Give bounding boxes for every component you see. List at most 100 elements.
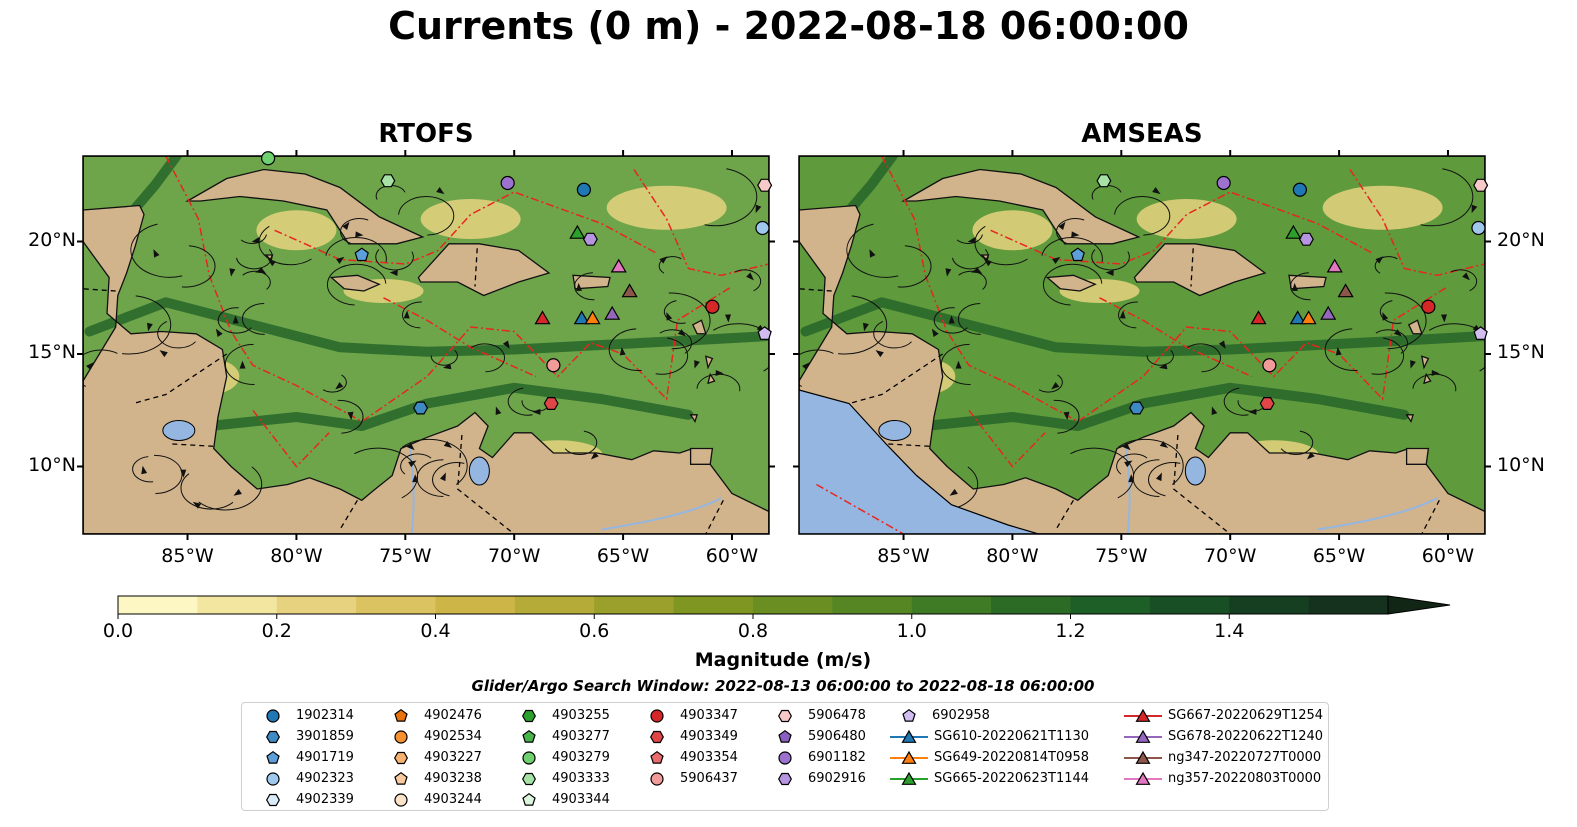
colorbar-tick-label: 1.0	[896, 620, 927, 642]
pentagon-marker-icon	[266, 750, 280, 764]
observation-marker[interactable]	[380, 174, 396, 188]
observation-marker[interactable]	[1471, 220, 1486, 236]
lon-tick-label: 85°W	[161, 545, 214, 567]
legend-label: 5906478	[808, 708, 866, 723]
observation-marker[interactable]	[584, 310, 601, 325]
observation-marker[interactable]	[1250, 310, 1267, 325]
triangle-marker-icon	[1124, 729, 1162, 743]
observation-marker[interactable]	[1216, 175, 1231, 191]
observation-marker[interactable]	[534, 310, 551, 325]
hexagon-marker-icon	[778, 709, 792, 723]
legend-entry: 6902916	[764, 768, 1004, 789]
hexagon-marker-icon	[266, 730, 280, 744]
colorbar-segment	[753, 596, 833, 614]
legend-entry: 4903333	[508, 768, 748, 789]
observation-marker[interactable]	[1421, 299, 1436, 314]
legend-entry: 4903344	[508, 789, 748, 810]
observation-marker[interactable]	[1262, 358, 1277, 373]
observation-marker[interactable]	[500, 175, 515, 191]
hexagon-marker-icon	[266, 793, 280, 807]
legend-entry: 4902323	[252, 768, 492, 789]
observation-marker[interactable]	[1129, 401, 1145, 415]
lat-tick-label-left: 10°N	[28, 453, 76, 476]
legend-label: 4903354	[680, 750, 738, 765]
legend-entry: 6901182	[764, 747, 1004, 768]
legend-label: SG610-20220621T1130	[934, 729, 1090, 744]
observation-marker[interactable]	[1320, 305, 1337, 320]
colorbar-segment	[356, 596, 436, 614]
observation-marker[interactable]	[1070, 247, 1085, 262]
colorbar-tick-label: 0.6	[579, 620, 610, 642]
legend: 1902314 3901859 4901719 4902323 4902339 49024…	[241, 702, 1329, 811]
observation-marker[interactable]	[1096, 174, 1112, 188]
pentagon-marker-icon	[394, 708, 408, 722]
observation-marker[interactable]	[610, 258, 627, 273]
observation-marker[interactable]	[1289, 310, 1306, 325]
legend-label: 4902339	[296, 792, 354, 807]
colorbar-segment	[276, 596, 357, 614]
observation-marker[interactable]	[582, 232, 598, 246]
legend-label: 6901182	[808, 750, 866, 765]
legend-entry: 4902476	[380, 705, 620, 726]
legend-label: 5906480	[808, 729, 866, 744]
legend-label: 6902958	[932, 708, 990, 723]
circle-marker-icon	[778, 751, 792, 765]
legend-entry: 4903227	[380, 747, 620, 768]
observation-marker[interactable]	[261, 151, 276, 166]
lon-tick-label: 80°W	[986, 545, 1039, 567]
observation-marker[interactable]	[569, 224, 586, 239]
page-title: Currents (0 m) - 2022-08-18 06:00:00	[388, 4, 1189, 48]
triangle-marker-icon	[1124, 750, 1162, 764]
legend-entry: SG678-20220622T1240	[1122, 726, 1362, 747]
circle-marker-icon	[650, 709, 664, 723]
observation-marker[interactable]	[1298, 232, 1314, 246]
legend-label: 4903277	[552, 729, 610, 744]
observation-marker[interactable]	[1285, 224, 1302, 239]
observation-marker[interactable]	[1337, 283, 1354, 298]
map-panel-amseas[interactable]	[0, 0, 1577, 600]
legend-label: SG649-20220814T0958	[934, 750, 1090, 765]
lon-tick-label: 75°W	[379, 545, 432, 567]
triangle-marker-icon	[1124, 708, 1162, 722]
legend-label: 4902476	[424, 708, 482, 723]
observation-marker[interactable]	[573, 310, 590, 325]
colorbar-segment	[1308, 596, 1389, 614]
colorbar-segment	[991, 596, 1071, 614]
observation-marker[interactable]	[1473, 326, 1488, 340]
observation-marker[interactable]	[1259, 397, 1275, 410]
legend-entry: 4903279	[508, 747, 748, 768]
search-window-caption: Glider/Argo Search Window: 2022-08-13 06…	[471, 677, 1095, 695]
legend-entry: 4903244	[380, 789, 620, 810]
observation-marker[interactable]	[546, 358, 561, 373]
colorbar	[117, 595, 1451, 619]
observation-marker[interactable]	[1292, 182, 1307, 197]
observation-marker[interactable]	[621, 283, 638, 298]
legend-label: 4903344	[552, 792, 610, 807]
legend-label: 6902916	[808, 771, 866, 786]
lon-tick-label: 65°W	[1312, 545, 1366, 567]
observation-marker[interactable]	[1300, 310, 1317, 325]
colorbar-segment	[832, 596, 913, 614]
legend-label: 4903333	[552, 771, 610, 786]
circle-marker-icon	[266, 772, 280, 786]
observation-marker[interactable]	[757, 178, 773, 192]
observation-marker[interactable]	[413, 401, 429, 415]
legend-label: 5906437	[680, 771, 738, 786]
legend-label: SG665-20220623T1144	[934, 771, 1090, 786]
map-panel-rtofs[interactable]	[0, 0, 1577, 600]
observation-marker[interactable]	[576, 182, 591, 197]
observation-marker[interactable]	[354, 247, 369, 262]
observation-marker[interactable]	[755, 220, 770, 236]
lon-tick-label: 65°W	[596, 545, 650, 567]
legend-label: 4901719	[296, 750, 354, 765]
hexagon-marker-icon	[394, 751, 408, 765]
observation-marker[interactable]	[705, 299, 720, 314]
observation-marker[interactable]	[1473, 178, 1489, 192]
legend-entry: 4903238	[380, 768, 620, 789]
lat-tick-label-right: 20°N	[1497, 228, 1545, 251]
observation-marker[interactable]	[543, 397, 559, 410]
observation-marker[interactable]	[1326, 258, 1343, 273]
observation-marker[interactable]	[604, 305, 621, 320]
observation-marker[interactable]	[757, 326, 772, 340]
triangle-marker-icon	[890, 750, 928, 764]
